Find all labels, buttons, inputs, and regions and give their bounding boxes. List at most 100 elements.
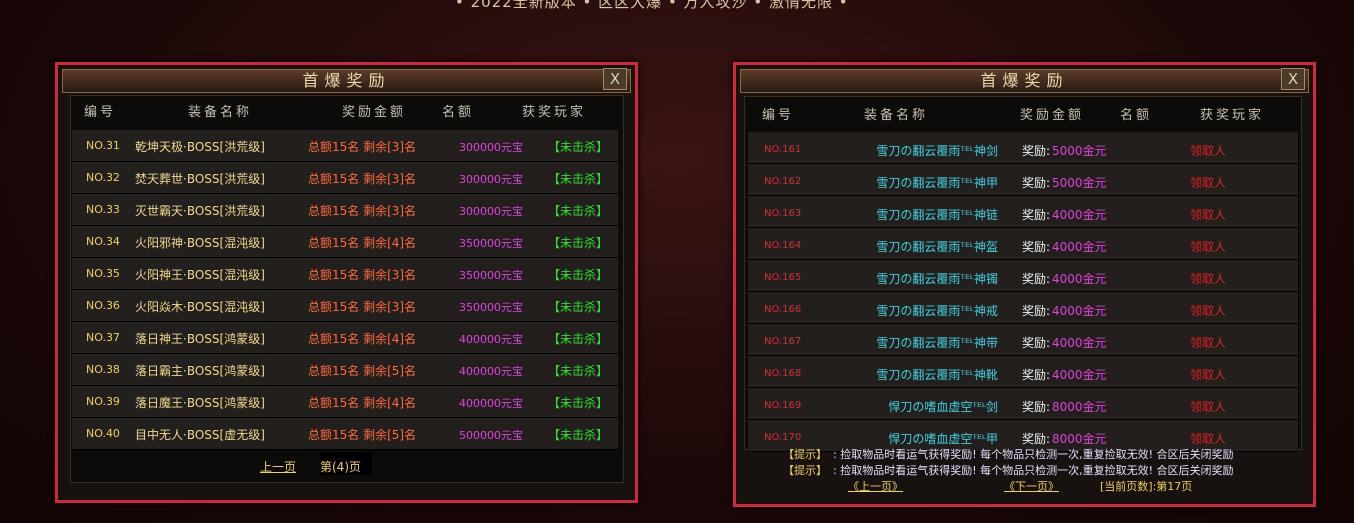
quota: 总额15名 剩余[3]名 [308, 300, 417, 314]
column-header: 名额 [1120, 108, 1153, 123]
item-name: 雪刀の翻云覆雨ᵀᴱᴸ神戒 [876, 304, 998, 318]
row-number: NO.170 [764, 432, 802, 443]
row-number: NO.38 [86, 363, 120, 376]
tip-text: : 捡取物品时看运气获得奖励! 每个物品只检测一次,重复捡取无效! 合区后关闭奖… [833, 448, 1234, 461]
quota: 总额15名 剩余[5]名 [308, 364, 417, 378]
column-header: 编号 [762, 108, 795, 123]
reward: 500000元宝 [459, 429, 523, 442]
reward-label: 奖励: [1022, 304, 1051, 318]
reward: 4000金元 [1052, 304, 1107, 318]
row-number: NO.165 [764, 272, 802, 283]
quota: 总额15名 剩余[3]名 [308, 172, 417, 186]
column-header: 名额 [442, 105, 475, 120]
quota: 总额15名 剩余[3]名 [308, 140, 417, 154]
row-number: NO.34 [86, 235, 120, 248]
boss-name: 落日霸主·BOSS[鸿蒙级] [135, 364, 265, 378]
player: 领取人 [1190, 208, 1227, 222]
row-background [748, 260, 1298, 292]
reward-label: 奖励: [1022, 336, 1051, 350]
item-name: 雪刀の翻云覆雨ᵀᴱᴸ神靴 [876, 368, 998, 382]
reward: 300000元宝 [459, 173, 523, 186]
title: 首爆奖励 [980, 71, 1069, 90]
reward: 8000金元 [1052, 432, 1107, 446]
quota: 总额15名 剩余[3]名 [308, 268, 417, 282]
row-number: NO.161 [764, 144, 802, 155]
quota: 总额15名 剩余[4]名 [308, 396, 417, 410]
reward: 4000金元 [1052, 336, 1107, 350]
reward-label: 奖励: [1022, 144, 1051, 158]
row-number: NO.35 [86, 267, 120, 280]
row-background [72, 290, 618, 322]
reward: 300000元宝 [459, 141, 523, 154]
item-name: 悍刀の嗜血虚空ᵀᴱᴸ剑 [888, 400, 998, 414]
reward: 4000金元 [1052, 208, 1107, 222]
row-number: NO.167 [764, 336, 802, 347]
player: 领取人 [1190, 176, 1227, 190]
reward: 400000元宝 [459, 333, 523, 346]
boss-name: 焚天葬世·BOSS[洪荒级] [135, 172, 265, 186]
banner: • 2022全新版本 • 区区大爆 • 万人攻沙 • 激情无限 • [455, 0, 849, 11]
page-number: [当前页数]:第17页 [1100, 480, 1193, 493]
status: 【未击杀】 [548, 428, 609, 442]
status: 【未击杀】 [548, 396, 609, 410]
column-header: 奖励金额 [1020, 108, 1085, 123]
reward-label: 奖励: [1022, 208, 1051, 222]
row-number: NO.31 [86, 139, 120, 152]
prev-page[interactable]: 《上一页》 [848, 480, 903, 493]
status: 【未击杀】 [548, 172, 609, 186]
row-number: NO.168 [764, 368, 802, 379]
close-button[interactable]: X [603, 68, 627, 90]
row-background [748, 420, 1298, 452]
row-background [72, 130, 618, 162]
reward: 5000金元 [1052, 176, 1107, 190]
column-header: 编号 [84, 105, 117, 120]
quota: 总额15名 剩余[3]名 [308, 204, 417, 218]
column-header: 装备名称 [864, 108, 929, 123]
player: 领取人 [1190, 240, 1227, 254]
tip-label: 【提示】 [783, 464, 827, 477]
row-background [72, 258, 618, 290]
boss-name: 落日神王·BOSS[鸿蒙级] [135, 332, 265, 346]
reward-label: 奖励: [1022, 432, 1051, 446]
row-background [748, 196, 1298, 228]
item-name: 雪刀の翻云覆雨ᵀᴱᴸ神甲 [876, 176, 998, 190]
title-bar: 首爆奖励 [62, 69, 631, 93]
row-number: NO.162 [764, 176, 802, 187]
item-name: 雪刀の翻云覆雨ᵀᴱᴸ神剑 [876, 144, 998, 158]
reward-label: 奖励: [1022, 176, 1051, 190]
prev-page[interactable]: 上一页 [260, 460, 297, 474]
reward-label: 奖励: [1022, 240, 1051, 254]
status: 【未击杀】 [548, 332, 609, 346]
item-name: 雪刀の翻云覆雨ᵀᴱᴸ神镯 [876, 272, 998, 286]
column-header: 获奖玩家 [522, 105, 587, 120]
row-background [748, 228, 1298, 260]
status: 【未击杀】 [548, 364, 609, 378]
item-name: 雪刀の翻云覆雨ᵀᴱᴸ神带 [876, 336, 998, 350]
status: 【未击杀】 [548, 204, 609, 218]
boss-name: 火阳邪神·BOSS[混沌级] [135, 236, 265, 250]
row-background [72, 162, 618, 194]
item-name: 雪刀の翻云覆雨ᵀᴱᴸ神链 [876, 208, 998, 222]
reward: 350000元宝 [459, 269, 523, 282]
reward: 350000元宝 [459, 301, 523, 314]
quota: 总额15名 剩余[4]名 [308, 332, 417, 346]
row-background [748, 164, 1298, 196]
reward-label: 奖励: [1022, 272, 1051, 286]
page-number: 第(4)页 [320, 452, 372, 475]
reward: 4000金元 [1052, 368, 1107, 382]
row-background [72, 226, 618, 258]
row-number: NO.169 [764, 400, 802, 411]
row-number: NO.164 [764, 240, 802, 251]
row-number: NO.33 [86, 203, 120, 216]
row-background [72, 386, 618, 418]
next-page[interactable]: 《下一页》 [1004, 480, 1059, 493]
item-name: 悍刀の嗜血虚空ᵀᴱᴸ甲 [888, 432, 998, 446]
status: 【未击杀】 [548, 268, 609, 282]
row-number: NO.40 [86, 427, 120, 440]
row-background [748, 132, 1298, 164]
row-number: NO.36 [86, 299, 120, 312]
reward-label: 奖励: [1022, 368, 1051, 382]
quota: 总额15名 剩余[5]名 [308, 428, 417, 442]
close-button[interactable]: X [1281, 68, 1305, 90]
